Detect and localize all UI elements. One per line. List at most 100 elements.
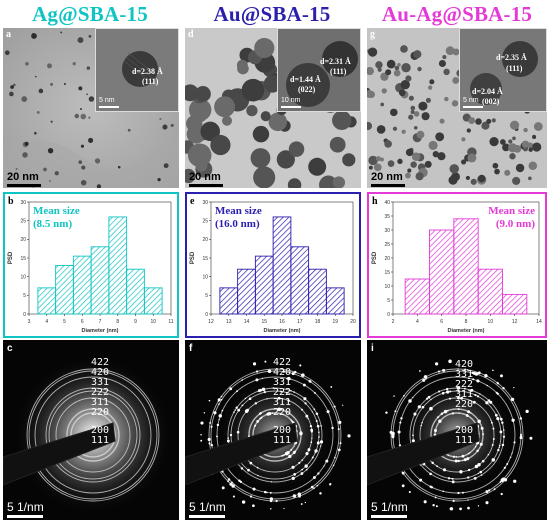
tem-image-a: d=2.38 Å (111) 5 nm a 20 nm: [3, 28, 179, 188]
x-tick-label: 14: [244, 319, 250, 325]
x-tick-label: 10: [488, 319, 494, 325]
x-tick-label: 7: [99, 319, 102, 325]
histogram-bar: [272, 216, 292, 315]
d-spacing-label: d=2.35 Å: [496, 53, 527, 62]
y-axis-label: PSD: [8, 251, 14, 264]
x-axis-label: Diameter (nm): [448, 328, 485, 334]
x-axis-label: Diameter (nm): [82, 328, 119, 334]
hkl-label: 311: [273, 397, 292, 408]
hrtem-inset-d: d=2.31 Å (111) d=1.44 Å (022) 10 nm: [277, 28, 361, 112]
x-tick-label: 17: [297, 319, 303, 325]
histogram-bar: [219, 287, 239, 315]
mean-size-annotation: (9.0 nm): [496, 218, 535, 230]
hkl-label: 420: [455, 359, 474, 370]
y-tick-label: 10: [384, 284, 390, 290]
y-tick-label: 10: [202, 274, 208, 280]
mean-size-annotation: (16.0 nm): [215, 218, 260, 230]
inset-scale-bar: [99, 106, 119, 108]
x-tick-label: 12: [512, 319, 518, 325]
diffraction-ring: [26, 368, 160, 502]
y-tick-label: 5: [387, 298, 390, 304]
hkl-upper-c: 422 420 331 222 311 220: [91, 358, 109, 418]
mean-size-annotation: Mean size: [488, 205, 535, 217]
saed-pattern-i: i 420 331 222 311 220 200 111 5 1/nm: [367, 340, 547, 520]
plane-label: (111): [142, 77, 159, 86]
x-tick-label: 14: [536, 319, 542, 325]
hkl-label: 111: [273, 435, 292, 446]
x-tick-label: 6: [440, 319, 443, 325]
hkl-lower-i: 200 111: [455, 426, 473, 446]
beam-stopper: [185, 422, 298, 486]
histogram-bar: [308, 268, 327, 315]
histogram-bar: [290, 246, 310, 315]
y-tick-label: 15: [202, 256, 208, 262]
psd-histogram-e: 12 13 14 15 16 17 18 19 20 0 5 10 15 20 25 30 Diameter (…: [185, 192, 361, 338]
hkl-label: 200: [273, 425, 292, 436]
x-axis-label: Diameter (nm): [264, 328, 301, 334]
diffraction-ring: [45, 387, 141, 483]
y-tick-label: 0: [23, 312, 26, 318]
title-ag-sba15: Ag@SBA-15: [32, 2, 148, 26]
hkl-label: 220: [455, 399, 474, 410]
scale-bar-f: [189, 515, 225, 518]
panel-letter-g: g: [370, 29, 375, 40]
y-axis-label: PSD: [372, 251, 378, 264]
inset-scale-bar: [281, 106, 301, 108]
panel-letter-i: i: [371, 343, 374, 354]
mean-size-annotation: Mean size: [215, 205, 262, 217]
x-tick-label: 12: [208, 319, 214, 325]
psd-histogram-b: 3 4 5 6 7 8 9 10 11 0 5 10 15 20 25 30 Diameter (nm) PSD M…: [3, 192, 179, 338]
histogram-bar: [143, 287, 163, 315]
y-tick-label: 35: [384, 214, 390, 220]
psd-histogram-h: 2 4 6 8 10 12 14 0 5 10 15 20 25 30 35 40 Diameter (nm) P…: [367, 192, 547, 338]
y-tick-label: 0: [205, 312, 208, 318]
saed-pattern-i-drawing: [367, 340, 547, 520]
plane-label: (111): [506, 64, 523, 73]
scale-label-f: 5 1/nm: [189, 500, 226, 514]
hkl-label: 331: [91, 377, 110, 388]
inset-scale-label: 10 nm: [281, 97, 301, 104]
histogram-bar: [477, 268, 503, 315]
hkl-label: 420: [91, 367, 110, 378]
plane-label-2: (002): [482, 97, 500, 106]
hrtem-inset-g: d=2.35 Å (111) d=2.04 Å (002) 5 nm: [459, 28, 547, 112]
y-tick-label: 15: [384, 270, 390, 276]
y-axis-label: PSD: [190, 251, 196, 264]
diffraction-ring: [28, 370, 158, 500]
scale-bar-d: [189, 184, 223, 187]
histogram-bar: [429, 229, 455, 315]
beam-stopper: [367, 422, 480, 486]
scale-label-c: 5 1/nm: [7, 500, 44, 514]
scale-bar-g: [371, 184, 405, 187]
scale-bar-a: [7, 184, 41, 187]
y-tick-label: 30: [20, 200, 26, 206]
diffraction-ring: [419, 397, 495, 473]
scale-label-a: 20 nm: [7, 171, 39, 183]
x-tick-label: 20: [350, 319, 356, 325]
scale-label-i: 5 1/nm: [371, 500, 408, 514]
inset-scale-label: 5 nm: [99, 97, 115, 104]
diffraction-ring: [210, 370, 340, 500]
y-tick-label: 25: [20, 218, 26, 224]
x-tick-label: 8: [116, 319, 119, 325]
beam-stopper: [3, 422, 116, 486]
hkl-label: 111: [455, 435, 474, 446]
histogram-bar: [453, 218, 479, 315]
diffraction-ring: [55, 397, 131, 473]
hkl-upper-i: 420 331 222 311 220: [455, 360, 473, 410]
inset-scale-bar: [463, 106, 483, 108]
mean-size-annotation: Mean size: [33, 205, 80, 217]
y-tick-label: 5: [23, 293, 26, 299]
hkl-label: 200: [455, 425, 474, 436]
panel-letter-f: f: [189, 343, 193, 354]
y-tick-label: 20: [20, 237, 26, 243]
panel-letter-b: b: [8, 196, 14, 207]
d-spacing-label: d=2.38 Å: [132, 67, 163, 76]
y-tick-label: 30: [202, 200, 208, 206]
diffraction-ring: [252, 412, 298, 458]
x-tick-label: 9: [134, 319, 137, 325]
panel-letter-a: a: [6, 29, 11, 40]
histogram-bar: [55, 265, 74, 315]
hkl-lower-f: 200 111: [273, 426, 291, 446]
x-tick-label: 3: [28, 319, 31, 325]
